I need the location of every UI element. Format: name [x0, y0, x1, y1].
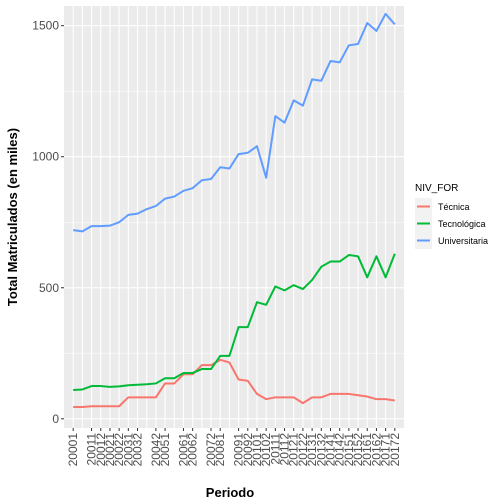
x-tick-label: 20122 [296, 433, 310, 467]
series-line-universitaria [73, 12, 396, 233]
x-axis-title: Periodo [206, 485, 254, 500]
x-tick-label: 20092 [241, 433, 255, 467]
x-tick-label: 20061 [176, 433, 190, 467]
x-tick-label: 20032 [131, 433, 145, 467]
legend: NIV_FOR Técnica Tecnológica Universitaria [415, 183, 488, 249]
x-tick-label: 20051 [158, 433, 172, 467]
x-tick-label: 20012 [94, 433, 108, 467]
y-tick-label: 1000 [32, 150, 59, 164]
x-tick-label: 20131 [305, 433, 319, 467]
x-tick-label: 20022 [112, 433, 126, 467]
series-line-tecnologica [73, 253, 396, 391]
x-tick-label: 20091 [232, 433, 246, 467]
x-tick-label: 20151 [342, 433, 356, 467]
legend-label-tecnologica: Tecnológica [438, 219, 486, 229]
plot-panel [64, 6, 404, 428]
x-tick-label: 20101 [250, 433, 264, 467]
x-tick-label: 20102 [259, 433, 273, 467]
x-tick-label: 20172 [388, 433, 402, 467]
y-tick-label: 0 [52, 412, 59, 426]
x-tick-label: 20021 [103, 433, 117, 467]
x-tick-label: 20081 [213, 433, 227, 467]
x-tick-label: 20112 [278, 433, 292, 466]
x-tick-label: 20001 [66, 433, 80, 467]
y-axis: 0 500 1000 1500 [32, 19, 64, 426]
x-tick-label: 20031 [121, 433, 135, 467]
legend-title: NIV_FOR [415, 183, 458, 194]
x-tick-label: 20152 [351, 433, 365, 467]
x-tick-label: 20121 [287, 433, 301, 467]
x-tick-label: 20132 [314, 433, 328, 467]
x-tick-label: 20142 [333, 433, 347, 467]
legend-label-universitaria: Universitaria [438, 236, 488, 246]
series-lines [73, 12, 396, 409]
x-tick-label: 20171 [379, 433, 393, 467]
y-axis-title: Total Matriculados (en miles) [5, 128, 20, 306]
x-tick-label: 20062 [186, 433, 200, 467]
y-tick-label: 1500 [32, 19, 59, 33]
x-tick-label: 20141 [323, 433, 337, 467]
series-line-tecnica [73, 358, 395, 409]
x-tick-label: 20111 [268, 433, 282, 465]
x-tick-label: 20011 [85, 433, 99, 466]
x-tick-label: 20042 [149, 433, 163, 467]
x-tick-label: 20161 [360, 433, 374, 467]
x-tick-label: 20162 [369, 433, 383, 467]
major-gridlines [64, 6, 404, 428]
y-tick-label: 500 [39, 281, 59, 295]
x-tick-label: 20072 [204, 433, 218, 467]
legend-label-tecnica: Técnica [438, 202, 470, 212]
